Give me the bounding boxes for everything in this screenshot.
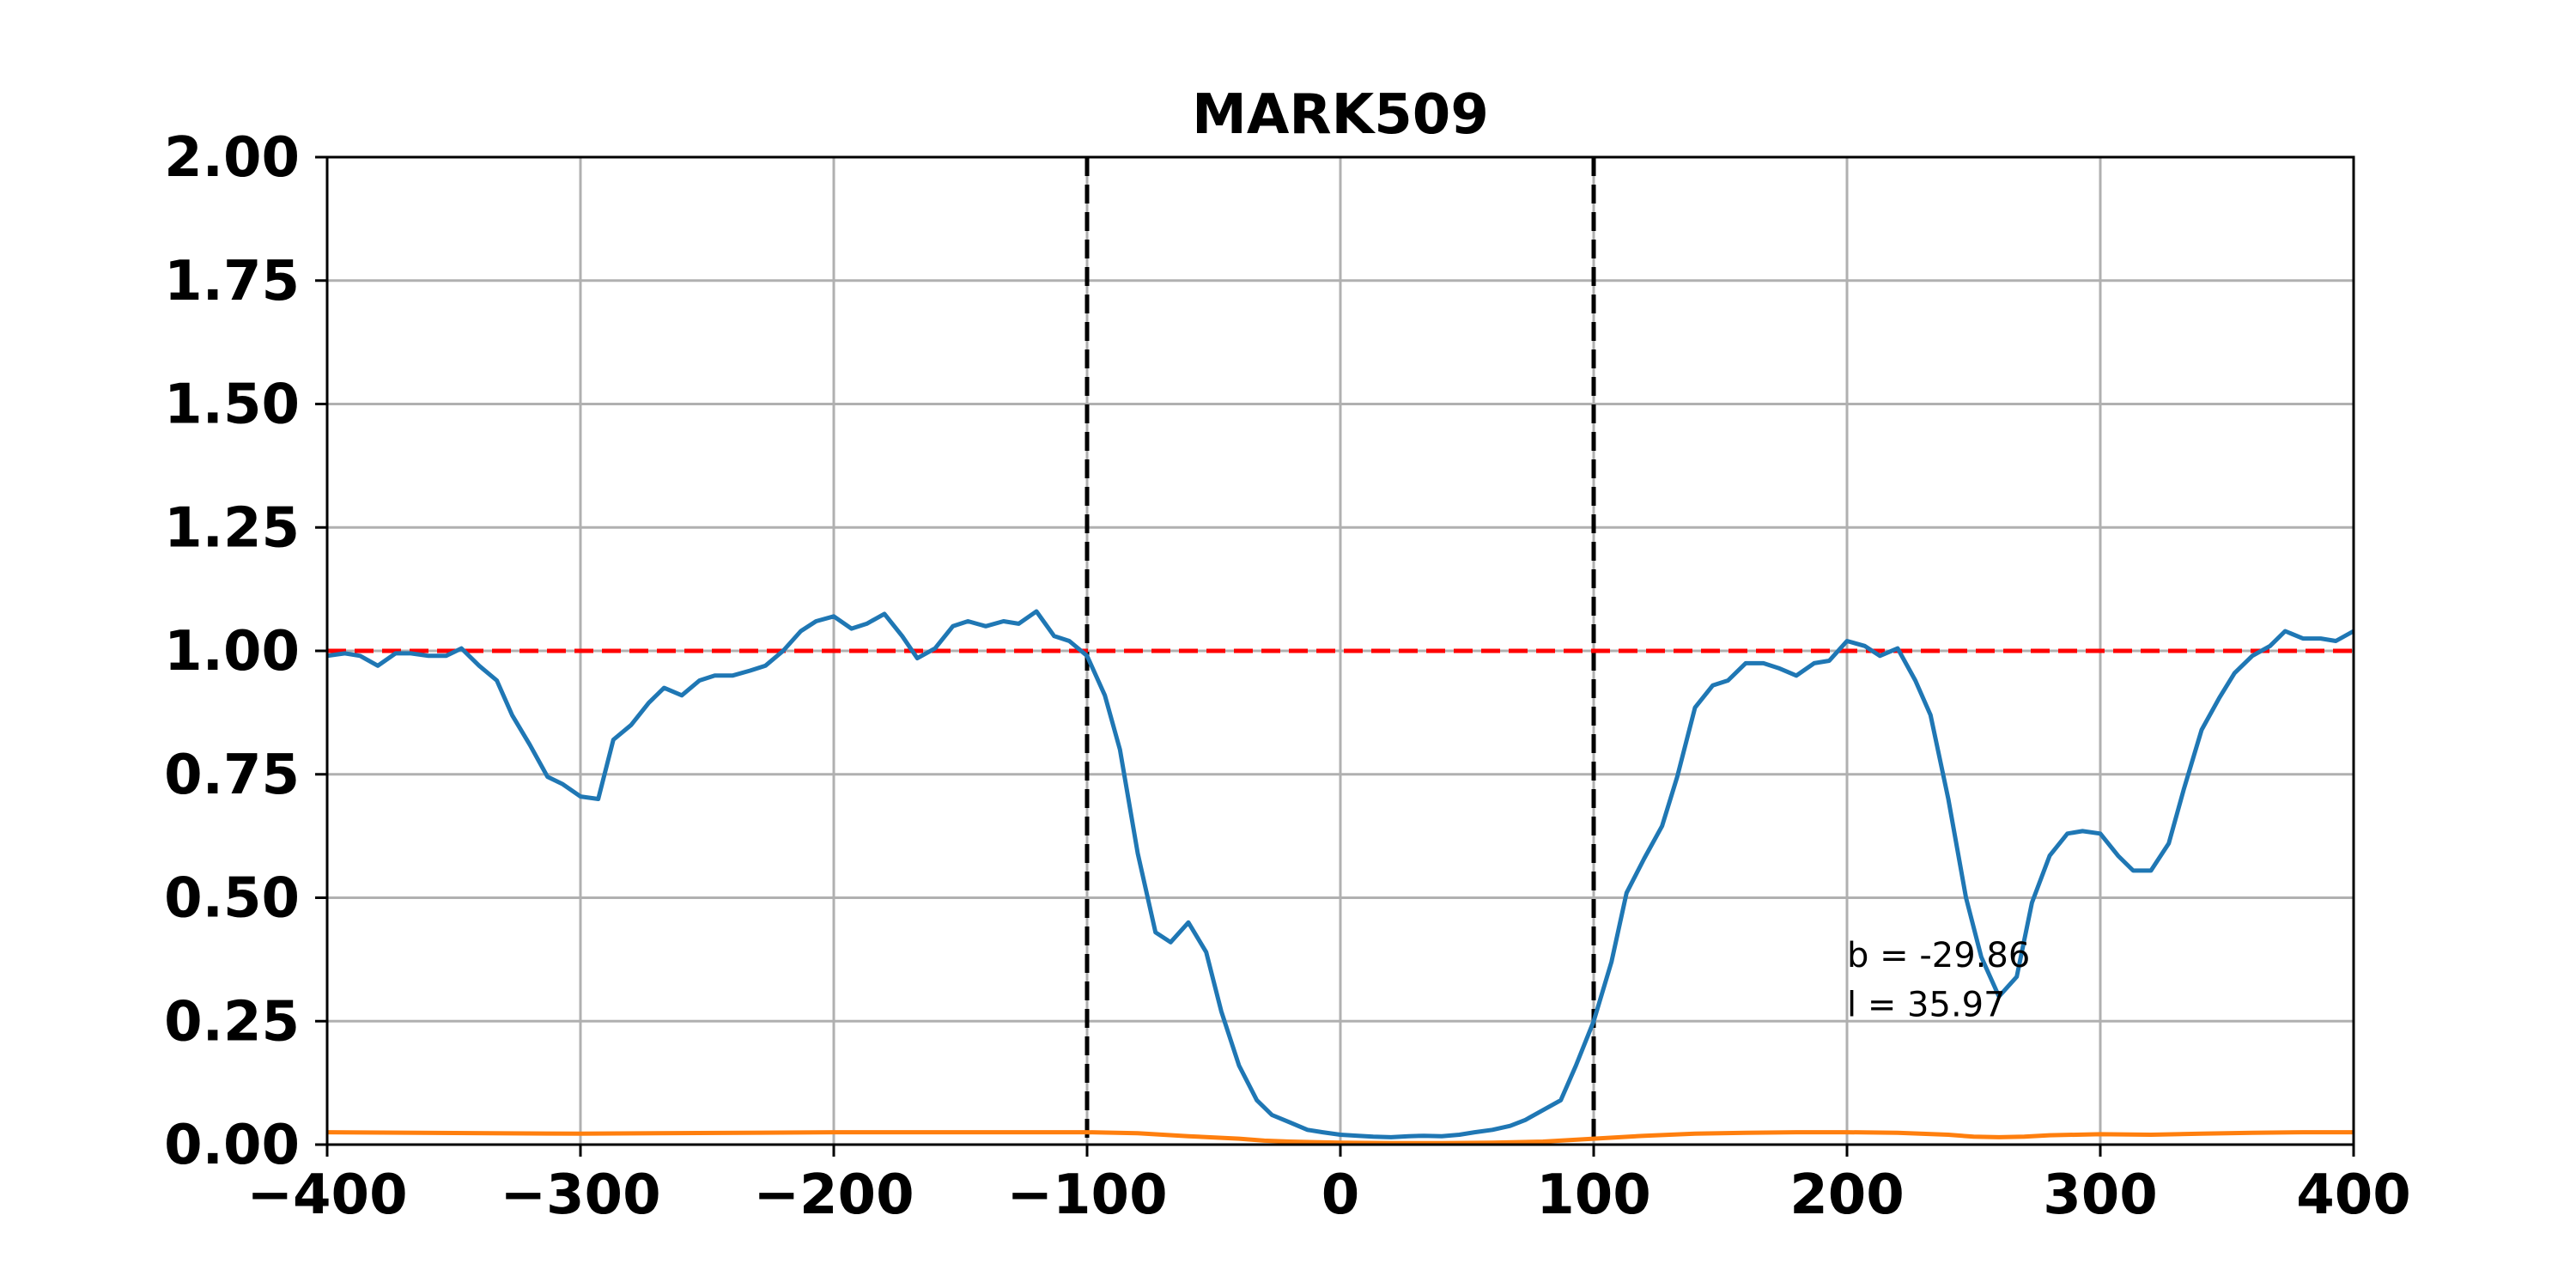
plot-frame: [325, 155, 2355, 1146]
y-tick-label: 1.00: [164, 620, 300, 683]
x-tick-label: −100: [1006, 1163, 1167, 1227]
y-tick-label: 0.50: [164, 867, 300, 931]
x-tick-label: −400: [246, 1163, 407, 1227]
y-tick-label: 1.25: [164, 496, 300, 560]
x-tick-label: 0: [1321, 1163, 1360, 1227]
x-axis-ticks: −400 −300 −200 −100 0 100 200 300 400: [246, 1145, 2411, 1227]
x-tick-label: 200: [1789, 1163, 1905, 1227]
series-line-2: [326, 1130, 2354, 1145]
y-tick-label: 2.00: [164, 126, 300, 190]
chart-title: MARK509: [1192, 83, 1489, 147]
annotation-text: l = 35.97: [1847, 986, 2006, 1025]
reference-lines: [327, 157, 2354, 1145]
x-tick-label: −300: [500, 1163, 660, 1227]
x-tick-label: 300: [2043, 1163, 2158, 1227]
y-tick-label: 1.75: [164, 250, 300, 313]
x-tick-label: 100: [1536, 1163, 1651, 1227]
annotations: b = -29.86 l = 35.97: [1847, 936, 2030, 1025]
y-tick-label: 0.25: [164, 990, 300, 1054]
series-line-1: [326, 609, 2355, 1139]
x-tick-label: 400: [2296, 1163, 2411, 1227]
y-tick-label: 1.50: [164, 374, 300, 437]
series-lines: [326, 609, 2355, 1145]
y-tick-label: 0.00: [164, 1114, 300, 1177]
x-tick-label: −200: [753, 1163, 914, 1227]
annotation-text: b = -29.86: [1847, 936, 2030, 975]
y-tick-label: 0.75: [164, 744, 300, 807]
y-axis-ticks: 0.00 0.25 0.50 0.75 1.00 1.25 1.50 1.75 2.00: [164, 126, 327, 1177]
